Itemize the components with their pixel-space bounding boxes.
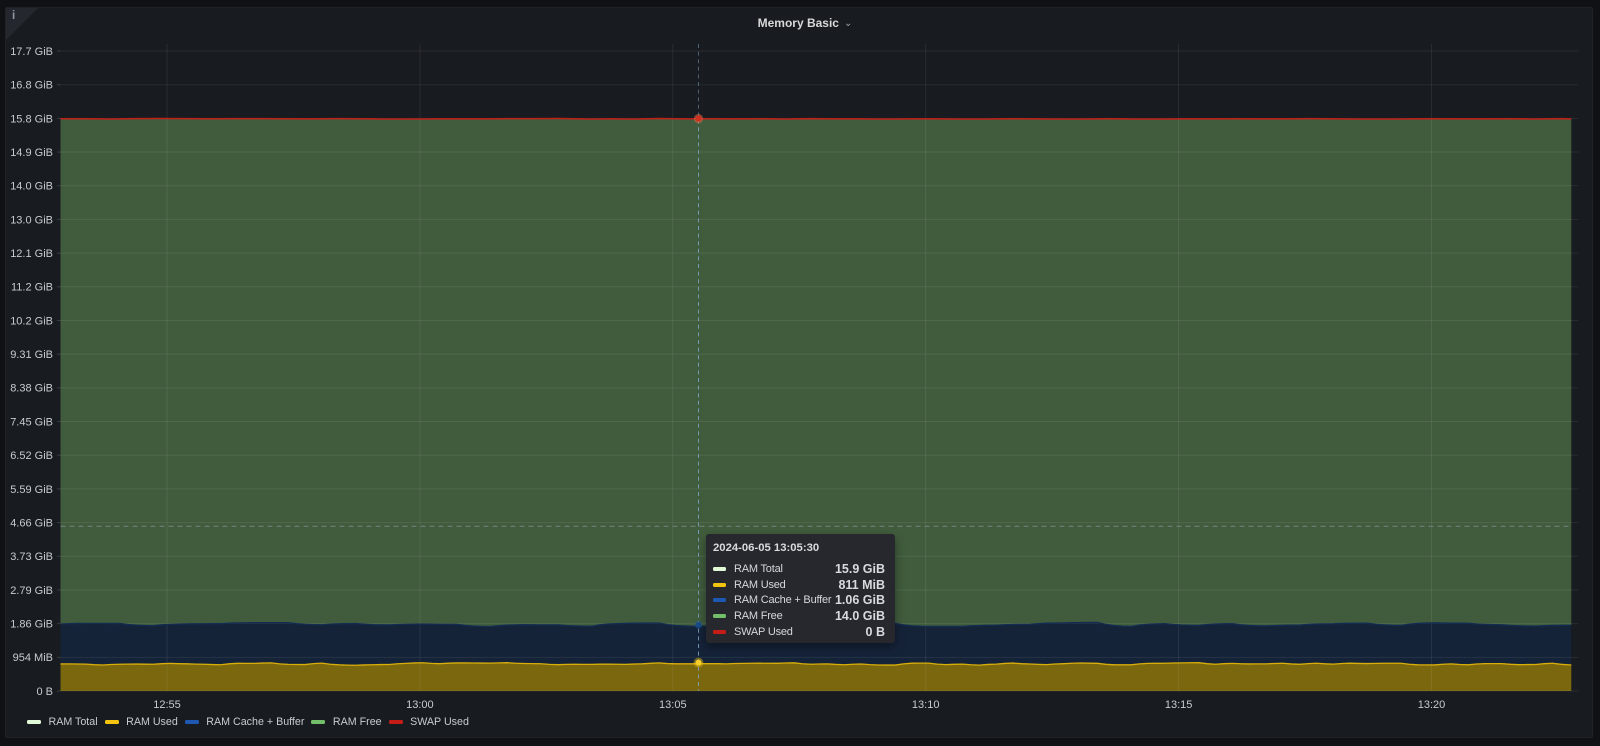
svg-text:13:10: 13:10 bbox=[912, 699, 940, 711]
svg-text:5.59 GiB: 5.59 GiB bbox=[10, 484, 53, 496]
svg-text:10.2 GiB: 10.2 GiB bbox=[10, 315, 53, 327]
svg-text:954 MiB: 954 MiB bbox=[13, 652, 53, 664]
svg-text:12:55: 12:55 bbox=[153, 699, 181, 711]
svg-text:3.73 GiB: 3.73 GiB bbox=[10, 551, 53, 563]
svg-text:1.86 GiB: 1.86 GiB bbox=[10, 619, 53, 631]
svg-text:13.0 GiB: 13.0 GiB bbox=[10, 214, 53, 226]
svg-text:13:15: 13:15 bbox=[1165, 699, 1193, 711]
svg-text:13:05: 13:05 bbox=[659, 699, 687, 711]
svg-text:17.7 GiB: 17.7 GiB bbox=[10, 46, 53, 58]
svg-text:4.66 GiB: 4.66 GiB bbox=[10, 518, 53, 530]
svg-text:13:00: 13:00 bbox=[406, 699, 434, 711]
svg-text:14.9 GiB: 14.9 GiB bbox=[10, 147, 53, 159]
svg-text:12.1 GiB: 12.1 GiB bbox=[10, 248, 53, 260]
svg-text:0 B: 0 B bbox=[36, 686, 53, 698]
svg-text:7.45 GiB: 7.45 GiB bbox=[10, 416, 53, 428]
svg-text:14.0 GiB: 14.0 GiB bbox=[10, 181, 53, 193]
svg-text:11.2 GiB: 11.2 GiB bbox=[11, 282, 53, 294]
svg-text:2.79 GiB: 2.79 GiB bbox=[10, 585, 53, 597]
svg-text:6.52 GiB: 6.52 GiB bbox=[10, 450, 53, 462]
svg-text:13:20: 13:20 bbox=[1418, 699, 1446, 711]
svg-text:16.8 GiB: 16.8 GiB bbox=[10, 80, 53, 92]
svg-text:8.38 GiB: 8.38 GiB bbox=[10, 383, 53, 395]
svg-text:9.31 GiB: 9.31 GiB bbox=[10, 349, 53, 361]
svg-text:15.8 GiB: 15.8 GiB bbox=[10, 113, 53, 125]
